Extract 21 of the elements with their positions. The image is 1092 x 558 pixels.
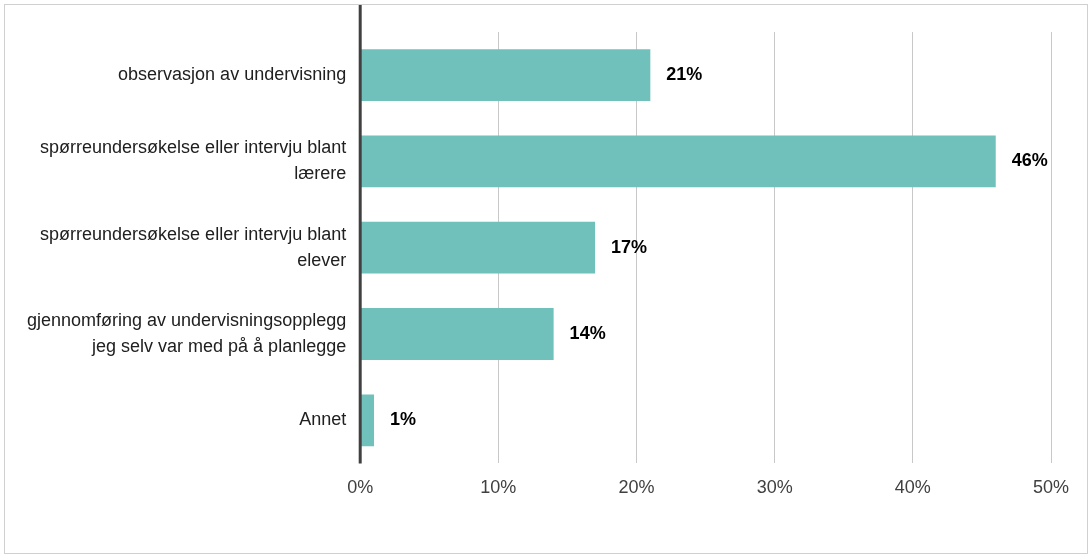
data-label: 14% <box>569 322 606 343</box>
data-label: 46% <box>1011 150 1048 171</box>
x-tick-label: 50% <box>1032 477 1070 498</box>
y-tick-label: observasjon av undervisning <box>118 64 347 85</box>
bar <box>360 135 996 188</box>
data-label: 21% <box>666 64 703 85</box>
bar <box>360 394 375 447</box>
x-tick-label: 20% <box>618 477 655 498</box>
data-label: 1% <box>390 409 417 430</box>
x-tick-label: 10% <box>480 477 517 498</box>
bar <box>360 49 651 102</box>
bar <box>360 221 596 274</box>
data-label: 17% <box>611 236 648 257</box>
y-tick-label: spørreundersøkelse eller intervju blant lærere <box>40 137 347 184</box>
y-tick-label: spørreundersøkelse eller intervju blant elever <box>40 223 347 270</box>
bar <box>360 308 554 360</box>
x-tick-label: 40% <box>894 477 931 498</box>
y-tick-label: gjennomføring av undervisningsopplegg jeg selv var med på å planlegge <box>27 309 347 357</box>
y-tick-label: Annet <box>299 409 347 430</box>
x-tick-label: 0% <box>347 477 374 498</box>
x-tick-label: 30% <box>756 477 793 498</box>
